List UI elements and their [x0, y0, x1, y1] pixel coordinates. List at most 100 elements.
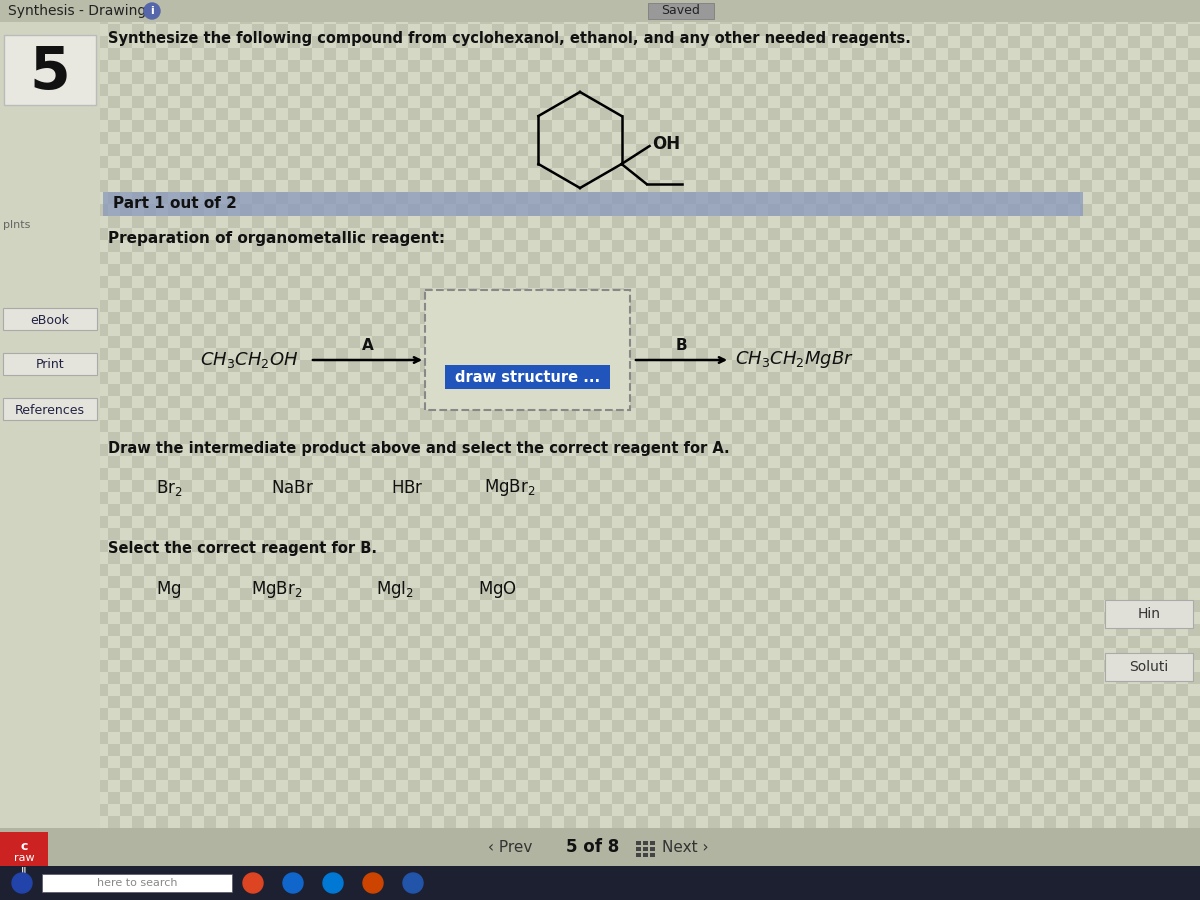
- Bar: [684, 12, 696, 24]
- Bar: [828, 444, 840, 456]
- Bar: [96, 828, 108, 840]
- Bar: [12, 852, 24, 864]
- Bar: [768, 672, 780, 684]
- Bar: [288, 540, 300, 552]
- Bar: [180, 504, 192, 516]
- Bar: [732, 528, 744, 540]
- Bar: [684, 156, 696, 168]
- Bar: [216, 564, 228, 576]
- Bar: [372, 396, 384, 408]
- Bar: [288, 780, 300, 792]
- Bar: [204, 636, 216, 648]
- Bar: [1092, 444, 1104, 456]
- Bar: [168, 600, 180, 612]
- Bar: [24, 312, 36, 324]
- Bar: [984, 660, 996, 672]
- Bar: [984, 768, 996, 780]
- Bar: [12, 648, 24, 660]
- Bar: [180, 552, 192, 564]
- Bar: [336, 132, 348, 144]
- Bar: [1116, 252, 1128, 264]
- Bar: [852, 444, 864, 456]
- Bar: [996, 612, 1008, 624]
- Bar: [156, 360, 168, 372]
- Bar: [1020, 192, 1032, 204]
- Bar: [156, 768, 168, 780]
- Bar: [588, 48, 600, 60]
- Bar: [156, 480, 168, 492]
- Bar: [480, 48, 492, 60]
- Bar: [348, 516, 360, 528]
- Bar: [852, 312, 864, 324]
- Bar: [204, 576, 216, 588]
- Bar: [588, 12, 600, 24]
- Bar: [468, 768, 480, 780]
- Bar: [192, 144, 204, 156]
- Bar: [324, 372, 336, 384]
- Bar: [168, 408, 180, 420]
- Bar: [132, 576, 144, 588]
- Bar: [768, 552, 780, 564]
- Bar: [1188, 624, 1200, 636]
- Bar: [312, 840, 324, 852]
- Bar: [1188, 540, 1200, 552]
- Bar: [876, 60, 888, 72]
- Bar: [456, 72, 468, 84]
- Bar: [1104, 216, 1116, 228]
- Bar: [72, 516, 84, 528]
- Bar: [264, 12, 276, 24]
- Bar: [996, 264, 1008, 276]
- Bar: [12, 744, 24, 756]
- Bar: [360, 216, 372, 228]
- Bar: [168, 852, 180, 864]
- Bar: [12, 300, 24, 312]
- Bar: [972, 540, 984, 552]
- Bar: [72, 444, 84, 456]
- Bar: [300, 372, 312, 384]
- Bar: [744, 876, 756, 888]
- Bar: [1092, 360, 1104, 372]
- Bar: [408, 540, 420, 552]
- Bar: [360, 312, 372, 324]
- Bar: [948, 588, 960, 600]
- Bar: [300, 840, 312, 852]
- Bar: [912, 192, 924, 204]
- Bar: [900, 396, 912, 408]
- Bar: [156, 852, 168, 864]
- Bar: [504, 216, 516, 228]
- Bar: [288, 852, 300, 864]
- Bar: [840, 672, 852, 684]
- Bar: [888, 732, 900, 744]
- Bar: [204, 252, 216, 264]
- Bar: [408, 732, 420, 744]
- Text: Part 1 out of 2: Part 1 out of 2: [113, 196, 236, 211]
- Bar: [1056, 360, 1068, 372]
- Bar: [24, 468, 36, 480]
- Bar: [108, 744, 120, 756]
- Bar: [1008, 792, 1020, 804]
- Bar: [132, 12, 144, 24]
- Bar: [1020, 600, 1032, 612]
- Bar: [408, 0, 420, 12]
- Bar: [708, 36, 720, 48]
- Bar: [648, 684, 660, 696]
- Bar: [396, 132, 408, 144]
- Bar: [684, 240, 696, 252]
- Bar: [636, 492, 648, 504]
- Bar: [660, 480, 672, 492]
- Bar: [1116, 804, 1128, 816]
- Bar: [432, 432, 444, 444]
- Bar: [756, 36, 768, 48]
- Bar: [445, 365, 610, 389]
- Bar: [864, 780, 876, 792]
- Bar: [564, 252, 576, 264]
- Bar: [1116, 48, 1128, 60]
- Bar: [444, 516, 456, 528]
- Bar: [72, 636, 84, 648]
- Bar: [1020, 156, 1032, 168]
- Bar: [180, 672, 192, 684]
- Bar: [444, 432, 456, 444]
- Bar: [1092, 660, 1104, 672]
- Bar: [792, 780, 804, 792]
- Bar: [660, 816, 672, 828]
